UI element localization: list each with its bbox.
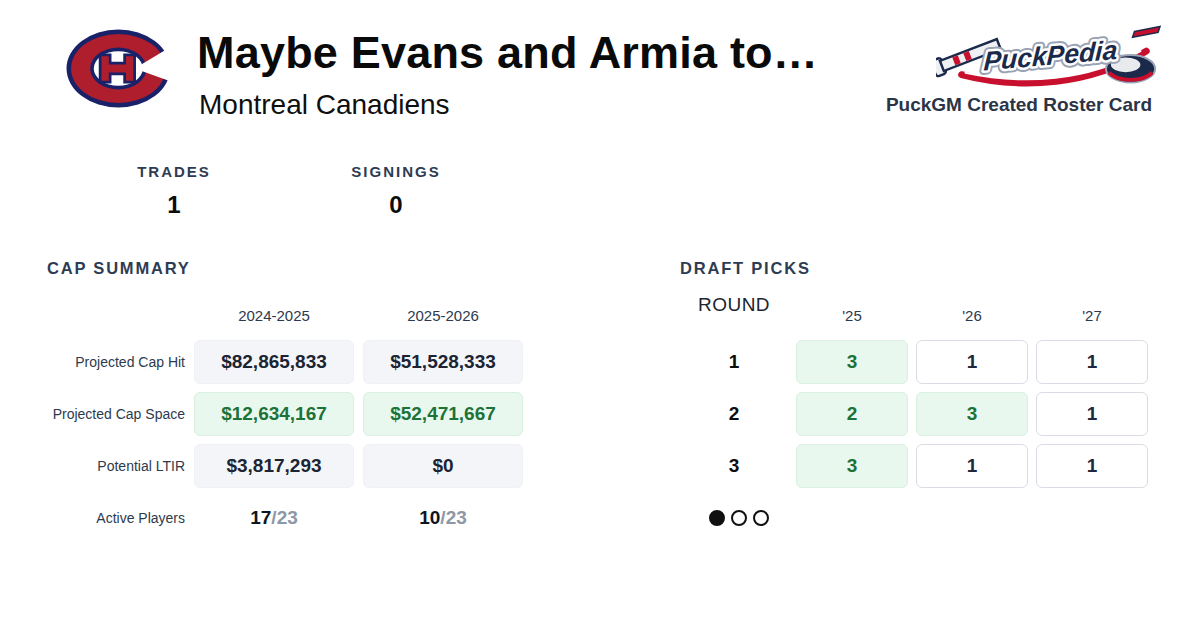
pick-count-r1-27: 1 bbox=[1036, 340, 1148, 384]
year-column-header-26: '26 bbox=[916, 298, 1028, 332]
stats-row: TRADES 1 SIGNINGS 0 bbox=[99, 163, 471, 219]
pagination bbox=[709, 510, 769, 526]
trades-stat: TRADES 1 bbox=[99, 163, 249, 219]
pick-count-r2-25: 2 bbox=[796, 392, 908, 436]
cap-row-label-active-players: Active Players bbox=[0, 496, 185, 540]
round-number: 2 bbox=[680, 392, 788, 436]
draft-picks-table: ROUND '25 '26 '27 1 3 1 1 2 2 3 1 3 3 1 … bbox=[680, 298, 1148, 488]
cap-row-label-projected-cap-space: Projected Cap Space bbox=[0, 392, 185, 436]
cap-value-projected-cap-hit-2025: $51,528,333 bbox=[363, 340, 523, 384]
pick-count-r3-25: 3 bbox=[796, 444, 908, 488]
active-players-current: 10 bbox=[419, 507, 440, 529]
puckpedia-logo: PuckPedia PuckPedia PuckPedia bbox=[936, 18, 1162, 92]
roster-card: Maybe Evans and Armia to… Montreal Canad… bbox=[0, 0, 1200, 630]
pick-count-r2-26: 3 bbox=[916, 392, 1028, 436]
year-column-header-27: '27 bbox=[1036, 298, 1148, 332]
active-players-total: /23 bbox=[271, 507, 297, 529]
pick-count-r3-27: 1 bbox=[1036, 444, 1148, 488]
cap-value-projected-cap-space-2025: $52,471,667 bbox=[363, 392, 523, 436]
signings-value: 0 bbox=[321, 191, 471, 219]
pick-count-r1-26: 1 bbox=[916, 340, 1028, 384]
round-number: 3 bbox=[680, 444, 788, 488]
active-players-2024: 17/23 bbox=[194, 496, 354, 540]
pick-count-r3-26: 1 bbox=[916, 444, 1028, 488]
pick-count-r1-25: 3 bbox=[796, 340, 908, 384]
signings-label: SIGNINGS bbox=[321, 163, 471, 180]
cap-value-projected-cap-space-2024: $12,634,167 bbox=[194, 392, 354, 436]
trades-label: TRADES bbox=[99, 163, 249, 180]
cap-value-potential-ltir-2024: $3,817,293 bbox=[194, 444, 354, 488]
round-number: 1 bbox=[680, 340, 788, 384]
year-column-header-25: '25 bbox=[796, 298, 908, 332]
cap-table-corner bbox=[0, 298, 185, 332]
team-name: Montreal Canadiens bbox=[199, 89, 450, 121]
trades-value: 1 bbox=[99, 191, 249, 219]
active-players-current: 17 bbox=[250, 507, 271, 529]
cap-row-label-projected-cap-hit: Projected Cap Hit bbox=[0, 340, 185, 384]
cap-column-header-2024-2025: 2024-2025 bbox=[194, 298, 354, 332]
cap-summary-table: 2024-2025 2025-2026 Projected Cap Hit $8… bbox=[0, 298, 523, 540]
cap-value-projected-cap-hit-2024: $82,865,833 bbox=[194, 340, 354, 384]
montreal-canadiens-logo bbox=[62, 27, 180, 110]
page-title: Maybe Evans and Armia to… bbox=[197, 27, 818, 79]
card-type-label: PuckGM Created Roster Card bbox=[886, 94, 1152, 116]
cap-summary-title: CAP SUMMARY bbox=[47, 259, 191, 278]
round-column-header: ROUND bbox=[680, 294, 788, 332]
pagination-dot-1[interactable] bbox=[709, 510, 725, 526]
pick-count-r2-27: 1 bbox=[1036, 392, 1148, 436]
pagination-dot-3[interactable] bbox=[753, 510, 769, 526]
cap-value-potential-ltir-2025: $0 bbox=[363, 444, 523, 488]
pagination-dot-2[interactable] bbox=[731, 510, 747, 526]
draft-picks-title: DRAFT PICKS bbox=[680, 259, 811, 278]
cap-row-label-potential-ltir: Potential LTIR bbox=[0, 444, 185, 488]
active-players-total: /23 bbox=[440, 507, 466, 529]
active-players-2025: 10/23 bbox=[363, 496, 523, 540]
cap-column-header-2025-2026: 2025-2026 bbox=[363, 298, 523, 332]
signings-stat: SIGNINGS 0 bbox=[321, 163, 471, 219]
